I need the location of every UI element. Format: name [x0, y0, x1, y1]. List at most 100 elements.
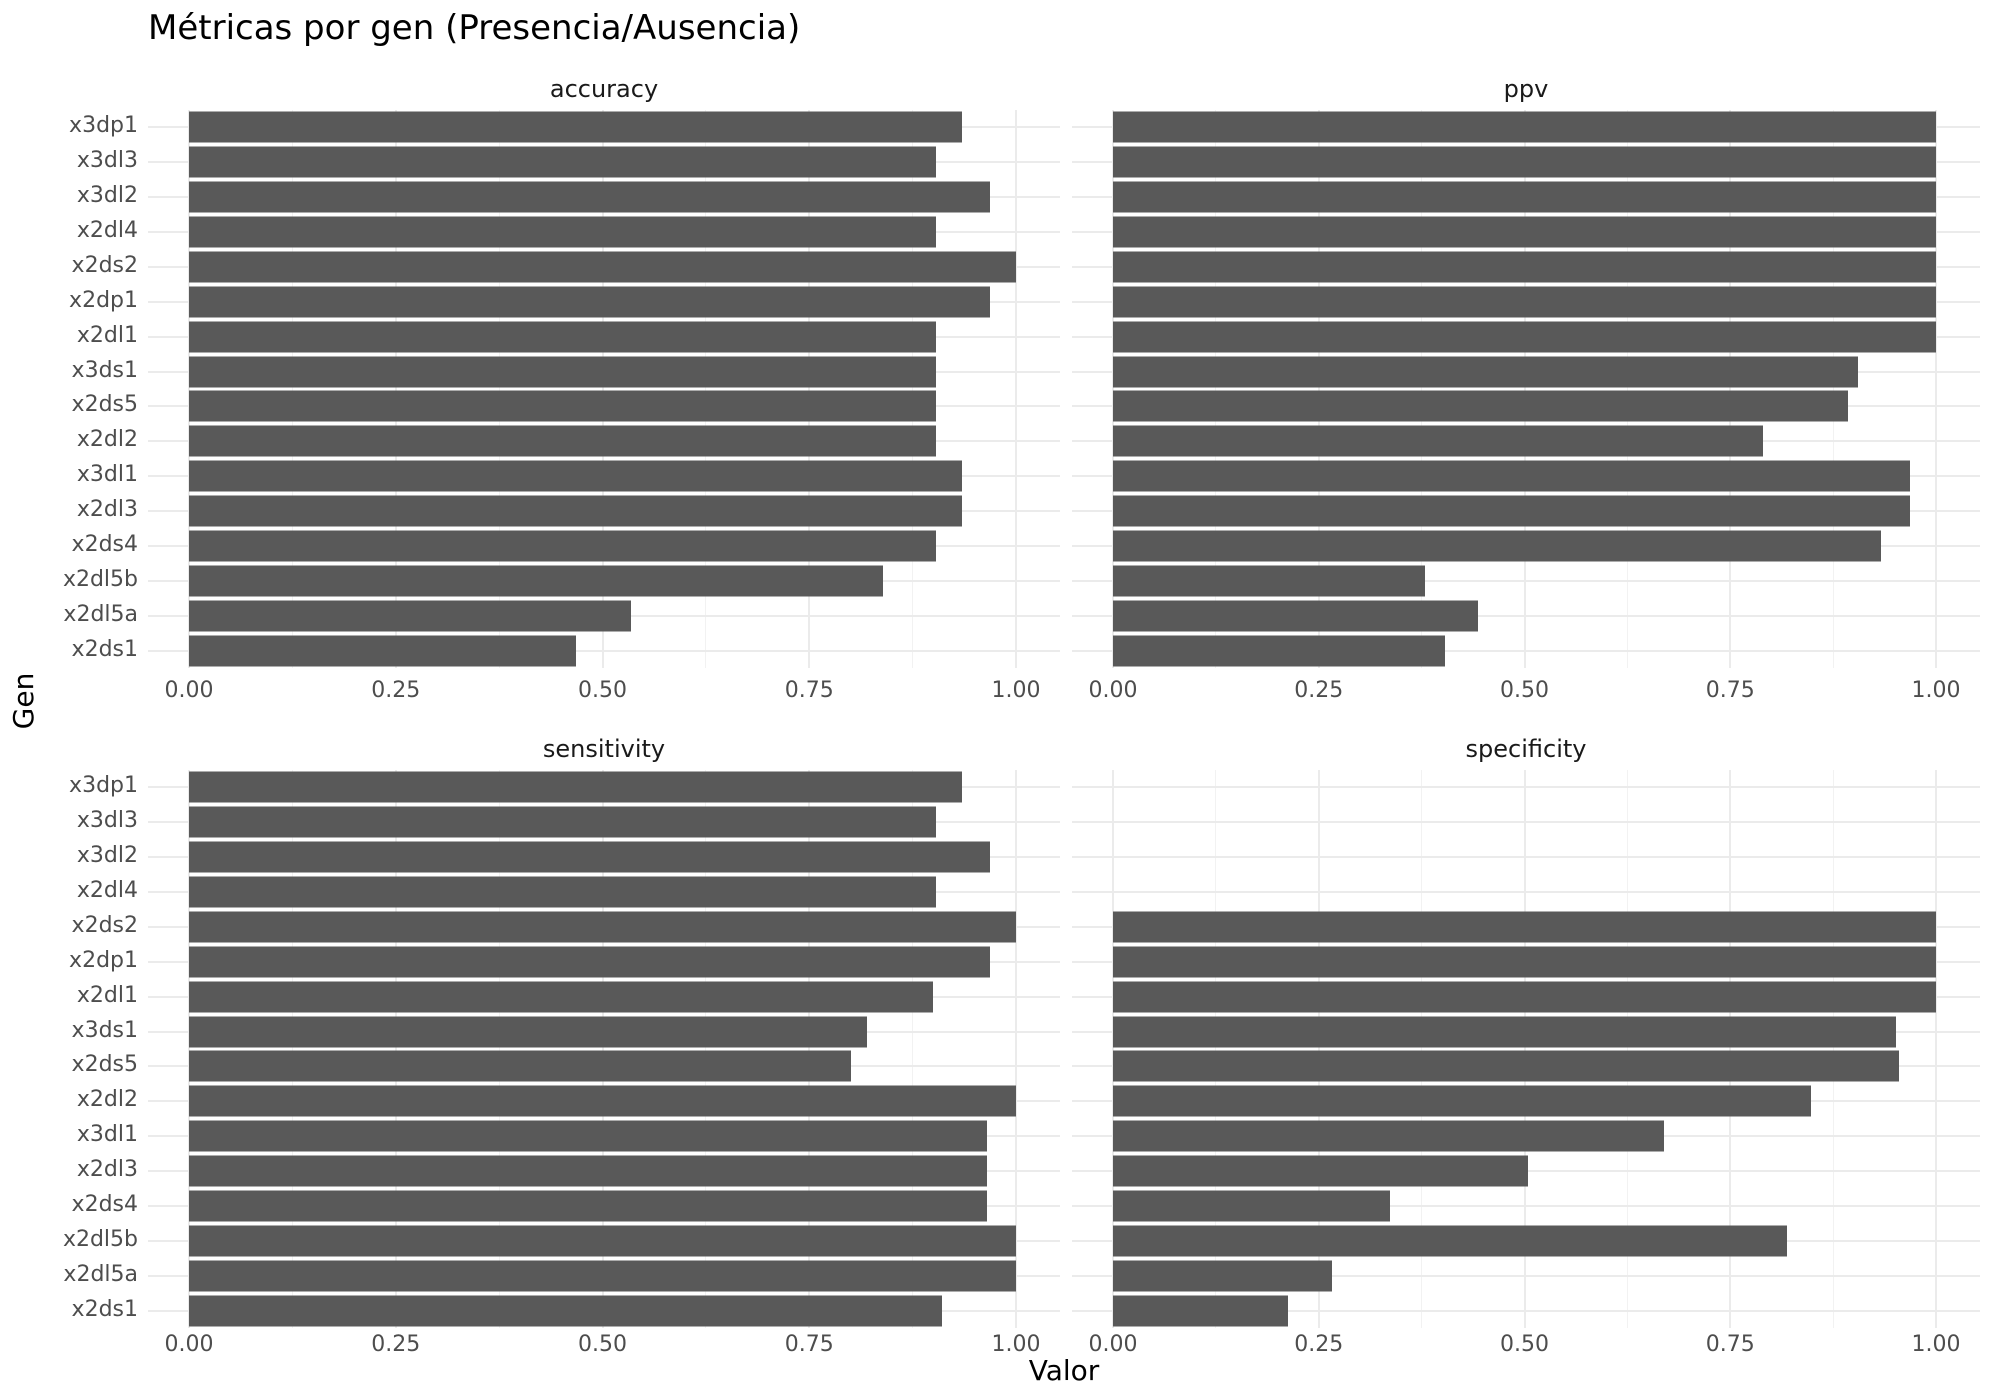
bar-row-x2dl2: [1072, 1084, 1980, 1119]
bar-row-x2dl1: [148, 979, 1060, 1014]
bar-accuracy-x2ds5: [189, 390, 936, 422]
bar-row-x3dl2: [1072, 840, 1980, 875]
y-tick-label-x3dl1: x3dl1: [76, 462, 138, 488]
major-gridline: [394, 770, 397, 1328]
bar-ppv-x3ds1: [1113, 356, 1858, 388]
minor-gridline: [291, 110, 293, 668]
y-tick-label-x3dl3: x3dl3: [76, 148, 138, 174]
x-tick-label: 0.00: [1088, 1332, 1138, 1357]
bar-row-x2dl5a: [1072, 1258, 1980, 1293]
bar-row-x3dl3: [148, 145, 1060, 180]
x-tick-label: 0.00: [164, 1332, 214, 1357]
bar-ppv-x2dl5b: [1113, 565, 1425, 597]
bar-specificity-x3dl1: [1113, 1120, 1665, 1152]
bar-sensitivity-x2dl4: [189, 876, 936, 908]
bar-row-x2dl1: [148, 319, 1060, 354]
x-tick-label: 1.00: [1911, 1332, 1961, 1357]
y-tick-label-x3dl3: x3dl3: [76, 808, 138, 834]
x-tick-label: 0.75: [784, 1332, 834, 1357]
x-axis-title: Valor: [1028, 1354, 1100, 1387]
y-tick-label-x2dl4: x2dl4: [76, 218, 138, 244]
bar-row-x3dl3: [1072, 145, 1980, 180]
bar-row-x2dl4: [148, 215, 1060, 250]
bar-row-x2dl5b: [148, 1223, 1060, 1258]
bar-row-x2ds5: [148, 1049, 1060, 1084]
bar-row-x3dl2: [148, 180, 1060, 215]
x-tick-label: 0.75: [1705, 1332, 1755, 1357]
bar-ppv-x2dl5a: [1113, 600, 1479, 632]
bar-row-x2ds5: [1072, 389, 1980, 424]
category-gridline: [1072, 579, 1980, 582]
bar-ppv-x2dl4: [1113, 216, 1936, 248]
y-tick-label-x3ds1: x3ds1: [71, 357, 138, 383]
bar-row-x3dl1: [1072, 1119, 1980, 1154]
y-tick-label-x2ds2: x2ds2: [71, 252, 138, 278]
bar-specificity-x2ds4: [1113, 1190, 1390, 1222]
bar-row-x2dl2: [148, 424, 1060, 459]
y-tick-label-x2dl1: x2dl1: [76, 322, 138, 348]
bar-ppv-x2dl3: [1113, 495, 1910, 527]
y-tick-label-x3dp1: x3dp1: [69, 113, 138, 139]
minor-gridline: [498, 110, 500, 668]
bar-sensitivity-x2ds5: [189, 1050, 851, 1082]
bar-sensitivity-x2dl3: [189, 1155, 988, 1187]
bar-sensitivity-x3dp1: [189, 771, 963, 803]
bar-row-x3dl3: [1072, 805, 1980, 840]
bar-row-x2ds1: [1072, 633, 1980, 668]
bar-accuracy-x2dl2: [189, 425, 936, 457]
y-tick-label-x2dl2: x2dl2: [76, 1087, 138, 1113]
category-gridline: [1072, 649, 1980, 652]
bar-accuracy-x3ds1: [189, 356, 936, 388]
bar-row-x2ds5: [1072, 1049, 1980, 1084]
category-gridline: [1072, 1309, 1980, 1312]
minor-gridline: [1215, 110, 1217, 668]
minor-gridline: [912, 110, 914, 668]
bar-accuracy-x2dl1: [189, 321, 936, 353]
bar-row-x3dl2: [1072, 180, 1980, 215]
y-tick-label-x2dl5b: x2dl5b: [62, 566, 138, 592]
bar-row-x2ds2: [148, 910, 1060, 945]
bar-row-x2dl5b: [148, 563, 1060, 598]
y-tick-label-x2dl3: x2dl3: [76, 1157, 138, 1183]
minor-gridline: [1626, 770, 1628, 1328]
major-gridline: [1317, 770, 1320, 1328]
bar-sensitivity-x2dl1: [189, 981, 934, 1013]
x-tick-label: 0.00: [164, 678, 214, 703]
bar-specificity-x2dp1: [1113, 946, 1936, 978]
y-tick-label-x3dl2: x3dl2: [76, 843, 138, 869]
y-tick-label-x2ds4: x2ds4: [71, 531, 138, 557]
bar-specificity-x2dl5b: [1113, 1225, 1788, 1257]
y-tick-label-x2dl5b: x2dl5b: [62, 1226, 138, 1252]
y-tick-label-x3dl2: x3dl2: [76, 183, 138, 209]
bar-row-x2ds5: [148, 389, 1060, 424]
major-gridline: [394, 110, 397, 668]
bar-ppv-x2ds1: [1113, 635, 1446, 667]
chart-title: Métricas por gen (Presencia/Ausencia): [148, 8, 801, 48]
bar-row-x2dl2: [148, 1084, 1060, 1119]
minor-gridline: [1215, 770, 1217, 1328]
bar-ppv-x3dl1: [1113, 460, 1910, 492]
facet-strip-specificity: specificity: [1465, 735, 1587, 763]
minor-gridline: [705, 770, 707, 1328]
bar-row-x3dp1: [148, 770, 1060, 805]
x-tick-label: 0.50: [1500, 678, 1549, 703]
minor-gridline: [1626, 110, 1628, 668]
bar-row-x2ds4: [1072, 1189, 1980, 1224]
category-gridline: [1072, 891, 1980, 894]
bar-accuracy-x2dl4: [189, 216, 936, 248]
bar-row-x2ds2: [148, 250, 1060, 285]
bar-specificity-x2dl3: [1113, 1155, 1528, 1187]
major-gridline: [188, 770, 190, 1328]
bar-sensitivity-x2dl5b: [189, 1225, 1016, 1257]
bar-sensitivity-x2dl2: [189, 1085, 1016, 1117]
minor-gridline: [498, 770, 500, 1328]
major-gridline: [1523, 110, 1526, 668]
category-gridline: [1072, 1204, 1980, 1207]
panel-specificity: [1072, 770, 1980, 1328]
x-tick-label: 1.00: [991, 678, 1041, 703]
major-gridline: [1935, 110, 1937, 668]
x-tick-label: 0.25: [371, 678, 421, 703]
major-gridline: [601, 110, 604, 668]
bar-row-x2ds4: [148, 1189, 1060, 1224]
